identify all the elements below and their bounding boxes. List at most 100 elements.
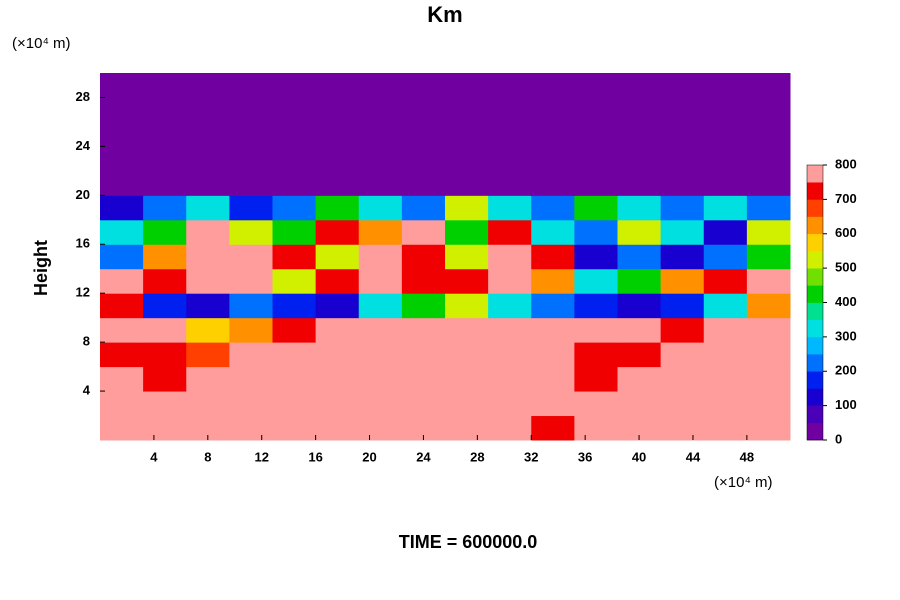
cell [272,244,317,270]
colorbar-tick-label: 400 [835,294,857,309]
cell [358,317,403,343]
cell [660,121,705,147]
cell [272,97,317,123]
cell [746,195,791,221]
cell [531,317,575,343]
cell [100,317,144,343]
cell [488,415,532,441]
cell [617,146,662,172]
cell [703,415,748,441]
cell [617,342,662,368]
cell [315,170,360,196]
y-tick-label: 28 [76,89,90,104]
cell [703,268,748,294]
cell [617,73,662,98]
cell [229,73,273,98]
cell [100,268,144,294]
cell [272,366,317,392]
x-tick-label: 4 [150,449,158,464]
cell [746,219,791,245]
cell [272,170,317,196]
cell [401,342,446,368]
y-tick-label: 24 [76,138,91,153]
cell [660,268,705,294]
cell [315,219,360,245]
cell [746,121,791,147]
cell [445,415,489,441]
colorbar-band [807,354,823,372]
cell [143,391,187,417]
cell [315,391,360,417]
cell [229,97,273,123]
cell [617,170,662,196]
cell [229,293,273,319]
cell [272,146,317,172]
cell [574,293,618,319]
cell [531,244,575,270]
cell [272,293,317,319]
cell [703,244,748,270]
cell [445,342,489,368]
cell [746,391,791,417]
cell [703,219,748,245]
cell [617,244,662,270]
cell [531,219,575,245]
cell [617,391,662,417]
cell [100,121,144,147]
cell [574,170,618,196]
cell [531,97,575,123]
cell [703,73,748,98]
cell [358,121,403,147]
cell [401,195,446,221]
cell [358,146,403,172]
x-tick-label: 12 [254,449,268,464]
cell [746,97,791,123]
cell [100,219,144,245]
cell [488,317,532,343]
cell [100,415,144,441]
cell [574,317,618,343]
cell [660,317,705,343]
colorbar-tick-label: 100 [835,397,857,412]
cell [315,366,360,392]
cell [315,317,360,343]
cell [143,219,187,245]
cell [401,170,446,196]
cell [100,97,144,123]
cell [272,391,317,417]
cell [272,73,317,98]
cell [229,342,273,368]
cell [531,268,575,294]
cell [143,146,187,172]
x-tick-label: 20 [362,449,376,464]
cell [703,317,748,343]
cell [358,244,403,270]
cell [617,219,662,245]
cell [272,195,317,221]
x-tick-label: 32 [524,449,538,464]
cell [186,146,230,172]
colorbar-tick-label: 200 [835,363,857,378]
cell [401,73,446,98]
cell [229,195,273,221]
cell [488,73,532,98]
cell [143,415,187,441]
cell [272,415,317,441]
cell [531,146,575,172]
cell [401,293,446,319]
cell [100,293,144,319]
cell [358,73,403,98]
colorbar-band [807,165,823,183]
cell [401,97,446,123]
cell [100,244,144,270]
cell [186,342,230,368]
cell [746,342,791,368]
x-tick-label: 8 [204,449,211,464]
cell [358,366,403,392]
cell [746,293,791,319]
cell [143,97,187,123]
x-tick-label: 40 [632,449,646,464]
cell [358,342,403,368]
y-tick-label: 8 [83,334,90,349]
